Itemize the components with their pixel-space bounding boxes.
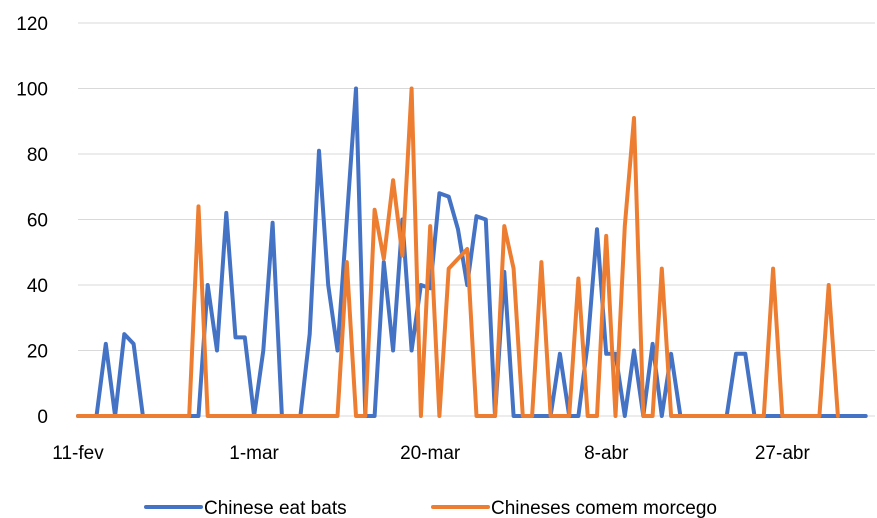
legend: Chinese eat bats Chineses comem morcego bbox=[144, 498, 717, 518]
series-lines bbox=[76, 86, 868, 418]
x-tick-label: 1-mar bbox=[229, 443, 279, 464]
x-axis-tick-labels: 11-fev 1-mar 20-mar 8-abr 27-abr bbox=[52, 443, 810, 464]
x-tick-label: 8-abr bbox=[584, 443, 629, 464]
legend-entry-label: Chineses comem morcego bbox=[491, 498, 717, 518]
y-tick-label: 80 bbox=[27, 145, 48, 166]
y-tick-label: 100 bbox=[16, 80, 48, 101]
x-tick-label: 20-mar bbox=[400, 443, 461, 464]
x-tick-label: 11-fev bbox=[52, 443, 104, 464]
y-tick-label: 60 bbox=[27, 211, 48, 232]
y-tick-label: 0 bbox=[37, 407, 48, 428]
y-tick-label: 40 bbox=[27, 276, 48, 297]
series-line-1 bbox=[76, 86, 868, 418]
x-tick-label: 27-abr bbox=[755, 443, 811, 464]
y-tick-label: 120 bbox=[16, 14, 48, 35]
y-axis-tick-labels: 0 20 40 60 80 100 120 bbox=[16, 14, 48, 428]
y-tick-label: 20 bbox=[27, 342, 48, 363]
series-line-2 bbox=[76, 86, 840, 418]
legend-entry-label: Chinese eat bats bbox=[204, 498, 347, 518]
gridlines bbox=[78, 22, 875, 351]
